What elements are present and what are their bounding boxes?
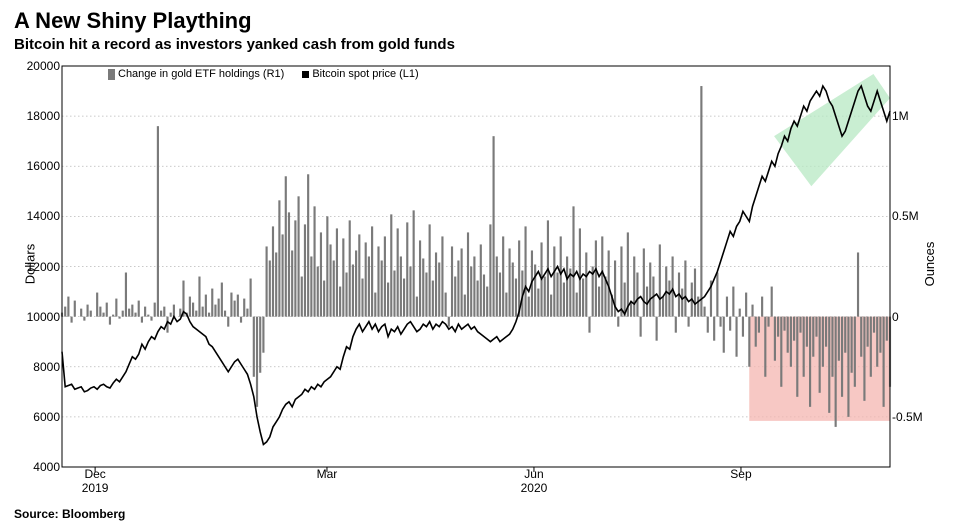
y-right-tick: 0 — [892, 310, 932, 324]
chart-subtitle: Bitcoin hit a record as investors yanked… — [14, 36, 455, 53]
y-left-tick: 6000 — [26, 410, 60, 424]
y-right-tick: 1M — [892, 109, 932, 123]
y-left-tick: 10000 — [26, 310, 60, 324]
y-left-tick: 18000 — [26, 109, 60, 123]
y-axis-right-label: Ounces — [922, 241, 937, 286]
y-left-tick: 16000 — [26, 159, 60, 173]
plot-svg — [62, 66, 890, 467]
x-month-label: Mar — [317, 467, 338, 481]
y-left-tick: 12000 — [26, 260, 60, 274]
x-axis-labels: Dec Mar Jun Sep 2019 2020 — [62, 467, 890, 497]
plot-area — [62, 66, 890, 467]
y-left-tick: 20000 — [26, 59, 60, 73]
chart-title: A New Shiny Plaything — [14, 8, 455, 34]
y-left-tick: 14000 — [26, 209, 60, 223]
x-year-label: 2020 — [521, 481, 548, 495]
y-right-tick: 0.5M — [892, 209, 932, 223]
y-left-tick: 4000 — [26, 460, 60, 474]
chart-source: Source: Bloomberg — [14, 507, 125, 521]
x-month-label: Jun — [524, 467, 543, 481]
x-month-label: Sep — [730, 467, 751, 481]
y-left-tick: 8000 — [26, 360, 60, 374]
x-month-label: Dec — [84, 467, 105, 481]
y-right-tick: -0.5M — [892, 410, 932, 424]
x-year-label: 2019 — [82, 481, 109, 495]
